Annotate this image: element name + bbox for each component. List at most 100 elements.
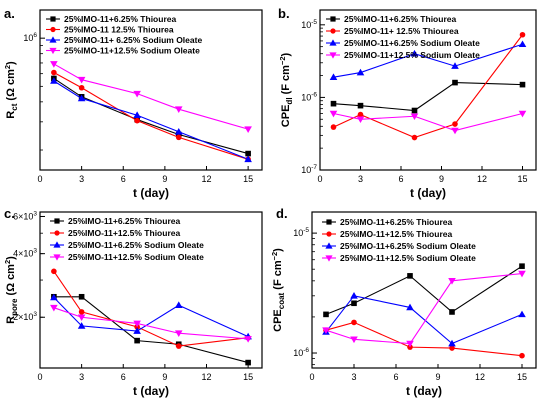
- data-point: [518, 310, 526, 318]
- series-3: [50, 77, 252, 163]
- data-point: [518, 40, 527, 48]
- data-point: [330, 100, 337, 107]
- y-tick-label: 10-5: [293, 227, 309, 238]
- chart-panel-3: c. 0 3 6 9 12 15 2×103 4×103 6×103 25%IMO-11+6.25%…: [3, 206, 263, 398]
- legend: 25%IMO-11+6.25% Thiourea 25%IMO-11+ 12.5%…: [326, 14, 480, 60]
- data-point: [50, 61, 58, 68]
- data-point: [134, 117, 140, 124]
- data-point: [133, 327, 141, 334]
- data-point: [330, 28, 336, 34]
- y-tick-label: 6×103: [13, 210, 37, 221]
- data-point: [329, 110, 338, 118]
- data-point: [175, 134, 182, 141]
- data-point: [329, 73, 338, 80]
- data-point: [351, 300, 357, 307]
- data-point: [448, 339, 456, 347]
- x-tick-label: 6: [121, 174, 126, 184]
- data-point: [451, 127, 459, 135]
- legend-entry: 25%IMO-11+12.5% Sodium Oleate: [340, 253, 476, 263]
- x-tick-label: 6: [398, 174, 403, 184]
- data-point: [134, 337, 140, 344]
- x-tick-label: 6: [393, 372, 398, 382]
- x-axis-label: t (day): [406, 384, 442, 398]
- data-point: [50, 293, 58, 301]
- y-tick-label: 2×103: [13, 311, 37, 322]
- x-tick-label: 3: [79, 174, 84, 184]
- data-point: [54, 218, 60, 224]
- data-point: [49, 36, 57, 43]
- data-point: [244, 336, 252, 343]
- data-point: [50, 304, 58, 312]
- series-4: [329, 110, 527, 135]
- data-point: [449, 309, 455, 315]
- legend-entry: 25%IMO-11+12.5% Sodium Oleate: [64, 46, 200, 56]
- x-tick-label: 15: [243, 174, 253, 184]
- x-tick-label: 12: [477, 174, 487, 184]
- data-point: [50, 16, 56, 22]
- legend-entry: 25%IMO-11 12.5% Thiourea: [64, 25, 174, 35]
- series-3: [329, 40, 527, 80]
- legend-entry: 25%IMO-11+12.5% Sodium Oleate: [344, 50, 480, 60]
- data-point: [410, 49, 419, 57]
- data-point: [452, 121, 458, 127]
- legend: 25%IMO-11+6.25% Thiourea 25%IMO-11+12.5% …: [322, 217, 476, 263]
- x-tick-label: 3: [358, 174, 363, 184]
- data-point: [357, 102, 364, 109]
- plot-frame: [311, 211, 537, 369]
- y-axis-label: Rct (Ω cm2): [3, 61, 19, 119]
- series-line: [325, 273, 523, 345]
- plot-frame: [319, 9, 537, 171]
- data-point: [78, 309, 85, 315]
- x-tick-label: 12: [201, 372, 211, 382]
- data-point: [451, 62, 459, 69]
- panel-label: d.: [276, 206, 288, 221]
- y-tick-label: 10-6: [301, 91, 317, 102]
- panel-label: a.: [4, 6, 15, 21]
- legend-entry: 25%IMO-11+ 12.5% Thiourea: [344, 26, 459, 36]
- series-1: [51, 293, 251, 366]
- panel-label: c.: [4, 206, 15, 221]
- x-tick-label: 15: [517, 174, 527, 184]
- chart-panel-2: b. 0 3 6 9 12 15 10-7 10-6 10-5 25%IMO-11+6.25% Th…: [278, 6, 537, 200]
- data-point: [244, 126, 252, 133]
- x-tick-label: 0: [37, 372, 42, 382]
- data-point: [244, 155, 252, 163]
- data-point: [77, 76, 86, 84]
- x-tick-label: 0: [309, 372, 314, 382]
- data-point: [519, 81, 526, 88]
- y-tick-label: 10-6: [293, 347, 309, 358]
- data-point: [133, 90, 141, 98]
- legend-entry: 25%IMO-11+12.5% Thiourea: [68, 228, 180, 238]
- data-point: [330, 16, 336, 22]
- x-tick-label: 12: [201, 174, 211, 184]
- x-axis-label: t (day): [133, 384, 169, 398]
- data-point: [51, 69, 57, 76]
- data-point: [323, 311, 329, 318]
- x-tick-label: 12: [475, 372, 485, 382]
- series-4: [322, 270, 526, 348]
- data-point: [452, 79, 458, 86]
- x-axis-label: t (day): [133, 186, 169, 200]
- data-point: [410, 113, 419, 121]
- data-point: [518, 110, 527, 118]
- series-line: [53, 296, 249, 364]
- series-1: [330, 79, 526, 114]
- data-point: [325, 242, 333, 249]
- y-tick-label: 10-5: [301, 19, 317, 30]
- data-point: [49, 47, 57, 55]
- data-point: [330, 124, 337, 130]
- x-tick-label: 15: [517, 372, 527, 382]
- y-axis-label: Rpore (Ω cm2): [3, 256, 19, 324]
- series-2: [330, 31, 526, 141]
- data-point: [77, 322, 86, 329]
- data-point: [356, 68, 365, 76]
- data-point: [133, 111, 141, 119]
- y-axis-label: CPEdl (F cm−2): [278, 52, 294, 127]
- legend-entry: 25%IMO-11+6.25% Sodium Oleate: [68, 240, 204, 250]
- data-point: [356, 116, 365, 124]
- data-point: [518, 270, 526, 278]
- data-point: [411, 107, 418, 114]
- series-line: [53, 270, 249, 347]
- data-point: [351, 319, 357, 326]
